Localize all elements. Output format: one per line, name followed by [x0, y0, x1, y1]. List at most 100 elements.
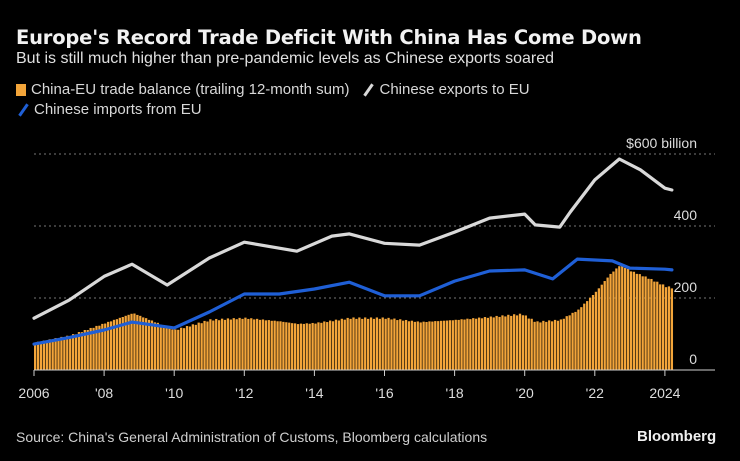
- bar-trade-balance: [498, 316, 501, 370]
- bar-trade-balance: [387, 317, 390, 370]
- bar-trade-balance: [45, 341, 48, 370]
- x-tick-label: '16: [375, 385, 393, 401]
- bar-trade-balance: [580, 307, 583, 370]
- legend-label-exports: Chinese exports to EU: [379, 81, 530, 98]
- bar-trade-balance: [115, 319, 119, 370]
- bar-trade-balance: [273, 320, 276, 370]
- bar-trade-balance: [98, 325, 101, 370]
- bar-trade-balance: [285, 322, 288, 370]
- bar-trade-balance: [361, 318, 364, 370]
- bar-trade-balance: [48, 339, 51, 370]
- bar-trade-balance: [562, 318, 565, 370]
- bar-trade-balance: [565, 316, 568, 370]
- bar-trade-balance: [542, 320, 545, 370]
- bar-trade-balance: [349, 318, 352, 370]
- bar-trade-balance: [276, 321, 279, 370]
- bar-trade-balance: [311, 322, 314, 370]
- bar-trade-balance: [209, 319, 212, 370]
- bar-trade-balance: [548, 320, 551, 370]
- bar-trade-balance: [591, 295, 595, 370]
- bar-trade-balance: [118, 317, 121, 370]
- bar-trade-balance: [282, 321, 285, 370]
- bar-trade-balance: [229, 319, 232, 370]
- bar-trade-balance: [393, 318, 396, 370]
- bar-trade-balance: [244, 317, 247, 370]
- bar-trade-balance: [124, 315, 127, 370]
- bar-trade-balance: [621, 265, 624, 370]
- bar-trade-balance: [390, 319, 393, 370]
- bar-trade-balance: [109, 321, 113, 370]
- bar-trade-balance: [232, 318, 235, 370]
- bar-trade-balance: [51, 340, 54, 370]
- bar-trade-balance: [159, 324, 162, 370]
- bar-trade-balance: [133, 313, 136, 370]
- x-tick-label: '14: [305, 385, 323, 401]
- bar-trade-balance: [603, 281, 606, 370]
- bar-trade-balance: [460, 319, 463, 370]
- bar-trade-balance: [378, 318, 381, 370]
- bar-trade-balance: [226, 318, 230, 370]
- legend-row-1: China-EU trade balance (trailing 12-mont…: [16, 81, 530, 98]
- bar-trade-balance: [346, 317, 349, 370]
- bar-trade-balance: [466, 318, 469, 370]
- bar-trade-balance: [107, 321, 110, 370]
- bar-trade-balance: [410, 320, 414, 370]
- bar-trade-balance: [521, 315, 525, 370]
- bar-trade-balance: [267, 320, 270, 370]
- bar-trade-balance: [667, 286, 671, 370]
- bar-trade-balance: [279, 321, 282, 370]
- bar-trade-balance: [142, 317, 145, 370]
- bar-trade-balance: [577, 309, 580, 370]
- x-tick-label: '22: [586, 385, 604, 401]
- bar-trade-balance: [182, 328, 186, 370]
- bar-trade-balance: [439, 320, 443, 370]
- bar-trade-balance: [661, 284, 665, 370]
- y-tick-label: 200: [674, 279, 698, 295]
- bar-trade-balance: [524, 315, 527, 370]
- bar-trade-balance: [80, 332, 84, 370]
- bar-trade-balance: [57, 338, 60, 370]
- bar-trade-balance: [66, 335, 69, 370]
- x-tick-label: '18: [445, 385, 463, 401]
- bar-trade-balance: [215, 318, 218, 370]
- bar-trade-balance: [188, 326, 192, 370]
- bar-trade-balance: [586, 301, 589, 370]
- bar-trade-balance: [463, 319, 466, 370]
- bar-trade-balance: [238, 317, 241, 370]
- bar-trade-balance: [606, 277, 609, 370]
- bar-trade-balance: [366, 318, 370, 370]
- bar-trade-balance: [375, 317, 379, 370]
- bar-trade-balance: [320, 322, 323, 370]
- bar-trade-balance: [656, 281, 659, 370]
- bar-trade-balance: [553, 319, 557, 370]
- bar-trade-balance: [437, 321, 440, 370]
- bar-trade-balance: [185, 326, 189, 370]
- bar-trade-balance: [153, 322, 157, 370]
- bar-trade-balance: [165, 327, 168, 370]
- bar-trade-balance: [340, 318, 343, 370]
- bar-trade-balance: [334, 319, 338, 370]
- bar-trade-balance: [305, 323, 308, 370]
- bar-trade-balance: [559, 319, 563, 370]
- legend-row-2: Chinese imports from EU: [16, 101, 202, 118]
- bar-trade-balance: [448, 320, 452, 370]
- bar-trade-balance: [556, 320, 560, 370]
- bar-trade-balance: [206, 321, 209, 370]
- bar-trade-balance: [501, 315, 504, 370]
- bar-trade-balance: [162, 325, 165, 370]
- bar-trade-balance: [191, 324, 195, 370]
- bar-trade-balance: [317, 322, 320, 370]
- x-tick-label: '08: [95, 385, 113, 401]
- bar-trade-balance: [594, 291, 598, 370]
- bar-trade-balance: [536, 321, 539, 370]
- bar-trade-balance: [504, 316, 507, 370]
- bar-trade-balance: [291, 323, 294, 370]
- bar-trade-balance: [404, 319, 408, 370]
- bar-trade-balance: [121, 316, 124, 370]
- y-tick-label: 400: [674, 207, 698, 223]
- bar-trade-balance: [638, 274, 641, 370]
- bar-trade-balance: [130, 313, 133, 370]
- bar-trade-balance: [381, 317, 384, 370]
- legend-swatch-balance: [16, 83, 26, 96]
- bar-trade-balance: [355, 318, 358, 370]
